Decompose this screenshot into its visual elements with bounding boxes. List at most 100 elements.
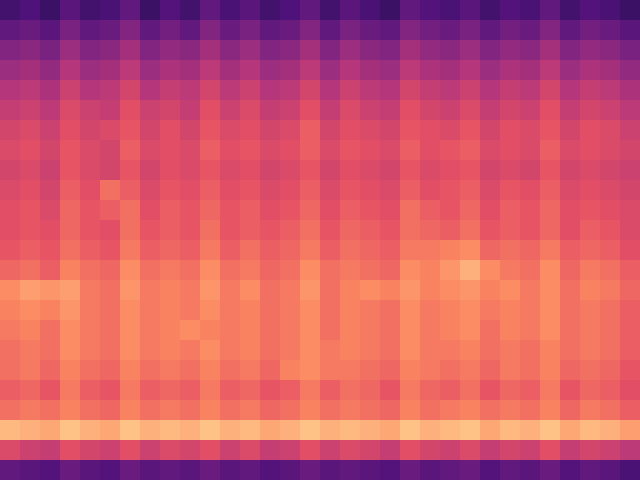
cell [60, 340, 81, 361]
cell [600, 340, 621, 361]
cell [480, 320, 501, 341]
cell [540, 460, 561, 480]
cell [380, 220, 401, 241]
cell [400, 20, 421, 41]
cell [420, 400, 441, 421]
cell [380, 380, 401, 401]
cell [460, 200, 481, 221]
cell [60, 300, 81, 321]
cell [120, 460, 141, 480]
cell [40, 400, 61, 421]
cell [80, 340, 101, 361]
cell [320, 220, 341, 241]
cell [160, 340, 181, 361]
cell [300, 440, 321, 461]
cell [40, 220, 61, 241]
cell [220, 400, 241, 421]
cell [20, 260, 41, 281]
cell [20, 280, 41, 301]
cell [460, 20, 481, 41]
cell [400, 80, 421, 101]
cell [240, 360, 261, 381]
cell [360, 380, 381, 401]
cell [40, 200, 61, 221]
cell [320, 60, 341, 81]
cell [380, 40, 401, 61]
cell [100, 120, 121, 141]
cell [280, 280, 301, 301]
cell [80, 180, 101, 201]
cell [560, 80, 581, 101]
cell [500, 440, 521, 461]
cell [0, 160, 21, 181]
cell [440, 420, 461, 441]
cell [200, 300, 221, 321]
cell [400, 400, 421, 421]
cell [580, 120, 601, 141]
cell [340, 440, 361, 461]
cell [240, 240, 261, 261]
cell [460, 240, 481, 261]
cell [540, 440, 561, 461]
cell [80, 100, 101, 121]
cell [40, 100, 61, 121]
cell [420, 420, 441, 441]
cell [520, 100, 541, 121]
cell [300, 460, 321, 480]
cell [220, 100, 241, 121]
cell [300, 320, 321, 341]
cell [200, 100, 221, 121]
cell [120, 240, 141, 261]
cell [520, 80, 541, 101]
cell [500, 460, 521, 480]
cell [100, 240, 121, 261]
cell [600, 440, 621, 461]
cell [560, 40, 581, 61]
cell [560, 280, 581, 301]
cell [280, 80, 301, 101]
cell [140, 260, 161, 281]
cell [360, 0, 381, 21]
cell [20, 140, 41, 161]
cell [40, 420, 61, 441]
cell [260, 460, 281, 480]
cell [540, 0, 561, 21]
cell [320, 440, 341, 461]
cell [200, 440, 221, 461]
cell [400, 200, 421, 221]
cell [100, 360, 121, 381]
cell [380, 140, 401, 161]
cell [180, 300, 201, 321]
cell [120, 360, 141, 381]
cell [580, 420, 601, 441]
cell [80, 380, 101, 401]
cell [560, 180, 581, 201]
cell [220, 140, 241, 161]
cell [520, 140, 541, 161]
cell [280, 200, 301, 221]
cell [120, 0, 141, 21]
cell [40, 0, 61, 21]
cell [220, 200, 241, 221]
cell [120, 20, 141, 41]
cell [200, 320, 221, 341]
cell [140, 380, 161, 401]
cell [260, 100, 281, 121]
cell [340, 20, 361, 41]
cell [580, 240, 601, 261]
cell [500, 420, 521, 441]
cell [0, 200, 21, 221]
cell [340, 320, 361, 341]
cell [60, 120, 81, 141]
cell [180, 80, 201, 101]
cell [200, 380, 221, 401]
cell [580, 200, 601, 221]
cell [480, 120, 501, 141]
cell [540, 120, 561, 141]
cell [620, 280, 640, 301]
cell [160, 200, 181, 221]
cell [540, 320, 561, 341]
cell [260, 420, 281, 441]
cell [500, 200, 521, 221]
cell [540, 380, 561, 401]
